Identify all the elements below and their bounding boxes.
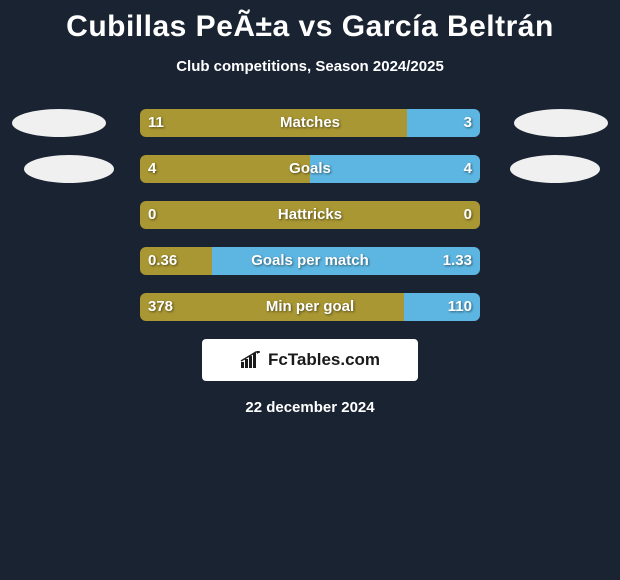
date-line: 22 december 2024	[0, 399, 620, 416]
bar-track	[140, 155, 480, 183]
bar-left-segment	[140, 293, 404, 321]
bar-right-segment	[310, 155, 480, 183]
bar-right-segment	[404, 293, 481, 321]
brand-text: FcTables.com	[268, 350, 380, 370]
stat-row-matches: 11 Matches 3	[0, 109, 620, 137]
stat-row-goals-per-match: 0.36 Goals per match 1.33	[0, 247, 620, 275]
bar-right-segment	[212, 247, 480, 275]
bar-chart-icon	[240, 351, 262, 369]
bar-left-segment	[140, 247, 212, 275]
page-title: Cubillas PeÃ±a vs García Beltrán	[0, 0, 620, 44]
bar-track	[140, 247, 480, 275]
bar-left-segment	[140, 155, 310, 183]
subtitle: Club competitions, Season 2024/2025	[0, 58, 620, 75]
bar-right-segment	[407, 109, 480, 137]
bar-track	[140, 293, 480, 321]
stat-row-hattricks: 0 Hattricks 0	[0, 201, 620, 229]
stat-row-goals: 4 Goals 4	[0, 155, 620, 183]
bar-track	[140, 201, 480, 229]
comparison-chart: 11 Matches 3 4 Goals 4 0 Hattricks 0 0.3…	[0, 109, 620, 321]
stat-row-min-per-goal: 378 Min per goal 110	[0, 293, 620, 321]
bar-left-segment	[140, 109, 407, 137]
bar-track	[140, 109, 480, 137]
bar-left-segment	[140, 201, 480, 229]
brand-box: FcTables.com	[202, 339, 418, 381]
